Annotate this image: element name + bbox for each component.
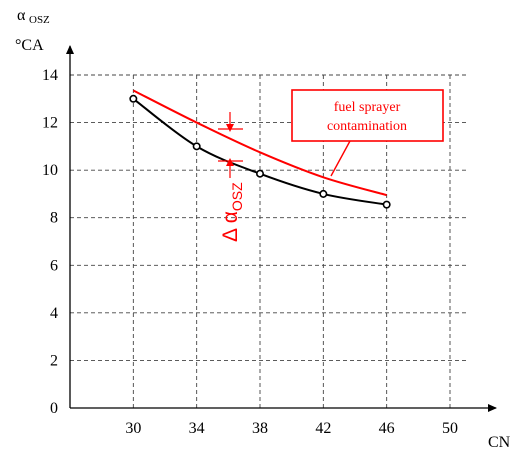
x-tick-label: 42	[315, 420, 331, 437]
delta-label-symbol: Δ α	[219, 211, 242, 242]
y-tick-label: 8	[50, 210, 58, 227]
callout-text-line1: fuel sprayer	[334, 100, 401, 115]
data-point	[319, 189, 328, 198]
data-point	[192, 142, 201, 151]
y-axis-label-subscript: OSZ	[29, 14, 50, 26]
x-tick-label: 30	[125, 420, 141, 437]
callout-text-line2: contamination	[327, 119, 407, 134]
x-tick-label: 34	[189, 420, 205, 437]
delta-annotation: Δ αOSZ	[218, 112, 245, 242]
x-tick-label: 50	[442, 420, 458, 437]
data-point	[382, 200, 391, 209]
delta-label-subscript: OSZ	[229, 182, 245, 211]
delta-label: Δ αOSZ	[219, 182, 245, 242]
contamination-callout: fuel sprayer contamination	[291, 89, 444, 177]
y-tick-label: 10	[42, 162, 58, 179]
callout-box	[291, 89, 444, 142]
x-axis-label: CN	[488, 434, 511, 451]
grid	[70, 74, 469, 408]
series-line	[132, 89, 387, 197]
axes	[66, 45, 497, 412]
y-tick-label: 2	[50, 352, 58, 369]
y-axis-label-unit: °CA	[15, 37, 44, 54]
y-tick-label: 12	[42, 115, 58, 132]
y-tick-label: 4	[50, 305, 58, 322]
x-tick-label: 38	[252, 420, 268, 437]
x-tick-label: 46	[379, 420, 395, 437]
series	[129, 89, 391, 209]
data-point	[255, 169, 264, 178]
y-tick-label: 14	[42, 67, 58, 84]
y-tick-label: 0	[50, 400, 58, 417]
data-point	[129, 94, 138, 103]
y-axis-label-symbol: α	[17, 7, 26, 24]
y-tick-label: 6	[50, 257, 58, 274]
callout-leader-line	[330, 140, 351, 177]
